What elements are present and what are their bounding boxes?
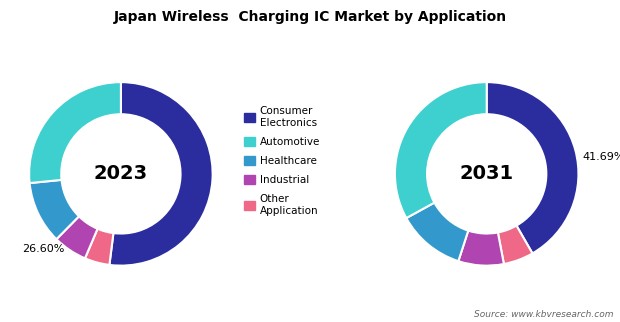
Text: 26.60%: 26.60% [22,244,64,254]
Wedge shape [109,82,213,266]
Wedge shape [395,82,487,218]
Text: Japan Wireless  Charging IC Market by Application: Japan Wireless Charging IC Market by App… [113,10,507,24]
Text: Source: www.kbvresearch.com: Source: www.kbvresearch.com [474,310,614,319]
Wedge shape [29,82,121,183]
Wedge shape [406,203,468,261]
Wedge shape [458,231,504,266]
Wedge shape [30,180,79,239]
Text: 2023: 2023 [94,164,148,184]
Legend: Consumer
Electronics, Automotive, Healthcare, Industrial, Other
Application: Consumer Electronics, Automotive, Health… [244,106,320,216]
Wedge shape [498,226,533,264]
Wedge shape [487,82,578,253]
Text: 2031: 2031 [459,164,514,184]
Wedge shape [85,229,113,265]
Text: 41.69%: 41.69% [583,152,620,162]
Wedge shape [56,216,97,258]
